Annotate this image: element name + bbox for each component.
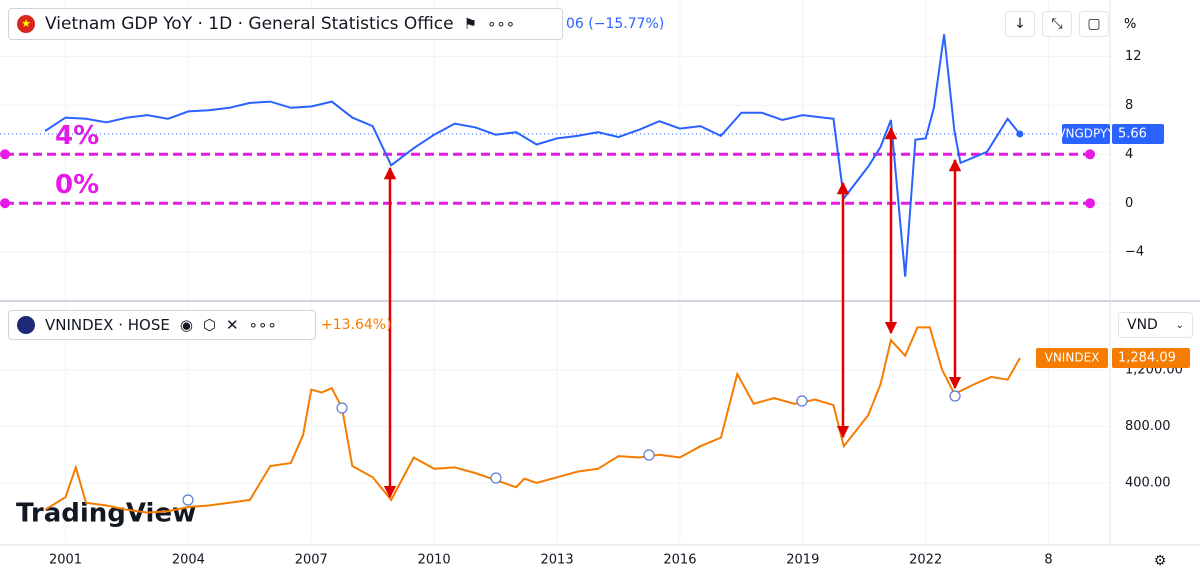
legend-top[interactable]: ★ Vietnam GDP YoY · 1D · General Statist… bbox=[8, 8, 563, 40]
series-line bbox=[44, 34, 1021, 277]
level-handle bbox=[0, 198, 10, 209]
unit-label: % bbox=[1124, 17, 1137, 32]
y-tick-label: 8 bbox=[1125, 98, 1133, 113]
eye-button[interactable]: ◉ bbox=[179, 316, 193, 334]
more-button[interactable]: ∘∘∘ bbox=[248, 316, 277, 334]
x-tick-label: 8 bbox=[1044, 553, 1052, 568]
maximize-button[interactable]: ▢ bbox=[1079, 11, 1109, 37]
x-tick-label: 2013 bbox=[541, 553, 574, 568]
more-button[interactable]: ∘∘∘ bbox=[487, 15, 516, 33]
x-tick-label: 2001 bbox=[49, 553, 82, 568]
level-handle bbox=[1085, 149, 1095, 160]
series-line bbox=[44, 326, 1021, 514]
x-tick-label: 2016 bbox=[663, 553, 696, 568]
value-badge bbox=[1112, 123, 1164, 144]
flag-icon: ★ bbox=[17, 15, 35, 33]
series-name: VNGDPYY bbox=[1057, 126, 1115, 140]
change-text: +13.64%) bbox=[321, 317, 392, 333]
logo-icon bbox=[17, 316, 35, 334]
x-tick-label: 2007 bbox=[295, 553, 328, 568]
x-tick-label: 2010 bbox=[418, 553, 451, 568]
event-marker bbox=[182, 494, 194, 506]
legend-bottom[interactable]: VNINDEX · HOSE ◉ ⬡ ✕ ∘∘∘ bbox=[8, 310, 316, 340]
last-point bbox=[1016, 130, 1024, 138]
x-tick-label: 2004 bbox=[172, 553, 205, 568]
series-badge bbox=[1062, 123, 1110, 144]
settings-button[interactable]: ⬡ bbox=[202, 316, 217, 334]
level-label: 4% bbox=[55, 121, 99, 151]
series-name: VNINDEX bbox=[1045, 350, 1100, 364]
level-handle bbox=[1085, 198, 1095, 209]
y-tick-label: 4 bbox=[1125, 147, 1133, 162]
event-marker bbox=[643, 449, 655, 461]
event-marker bbox=[490, 472, 502, 484]
y-tick-label: 0 bbox=[1125, 196, 1133, 211]
last-value-label: 5.66 bbox=[1118, 126, 1147, 141]
change-text: 06 (−15.77%) bbox=[566, 16, 665, 32]
series-title: VNINDEX · HOSE bbox=[45, 316, 170, 334]
currency-label: VND bbox=[1127, 317, 1158, 333]
settings-button[interactable]: ⚙ bbox=[1145, 548, 1175, 574]
x-tick-label: 2019 bbox=[786, 553, 819, 568]
currency-select[interactable]: VND ⌄ bbox=[1118, 312, 1193, 338]
close-button[interactable]: ✕ bbox=[226, 316, 239, 334]
last-value-label: 1,284.09 bbox=[1118, 350, 1176, 365]
y-tick-label: −4 bbox=[1125, 245, 1144, 260]
y-tick-label: 800.00 bbox=[1125, 419, 1171, 434]
event-marker bbox=[336, 402, 348, 414]
x-tick-label: 2022 bbox=[909, 553, 942, 568]
y-tick-label: 400.00 bbox=[1125, 475, 1171, 490]
event-marker bbox=[949, 390, 961, 402]
y-tick-label: 12 bbox=[1125, 49, 1142, 64]
value-badge bbox=[1112, 347, 1190, 368]
series-badge bbox=[1036, 347, 1108, 368]
move-down-button[interactable]: ↓ bbox=[1005, 11, 1035, 37]
collapse-button[interactable]: ⤡ bbox=[1042, 11, 1072, 37]
watermark: TradingView bbox=[16, 499, 196, 529]
level-label: 0% bbox=[55, 170, 99, 200]
level-handle bbox=[0, 149, 10, 160]
flag-button[interactable]: ⚑ bbox=[463, 15, 478, 33]
series-title: Vietnam GDP YoY · 1D · General Statistic… bbox=[45, 14, 454, 34]
event-marker bbox=[796, 395, 808, 407]
